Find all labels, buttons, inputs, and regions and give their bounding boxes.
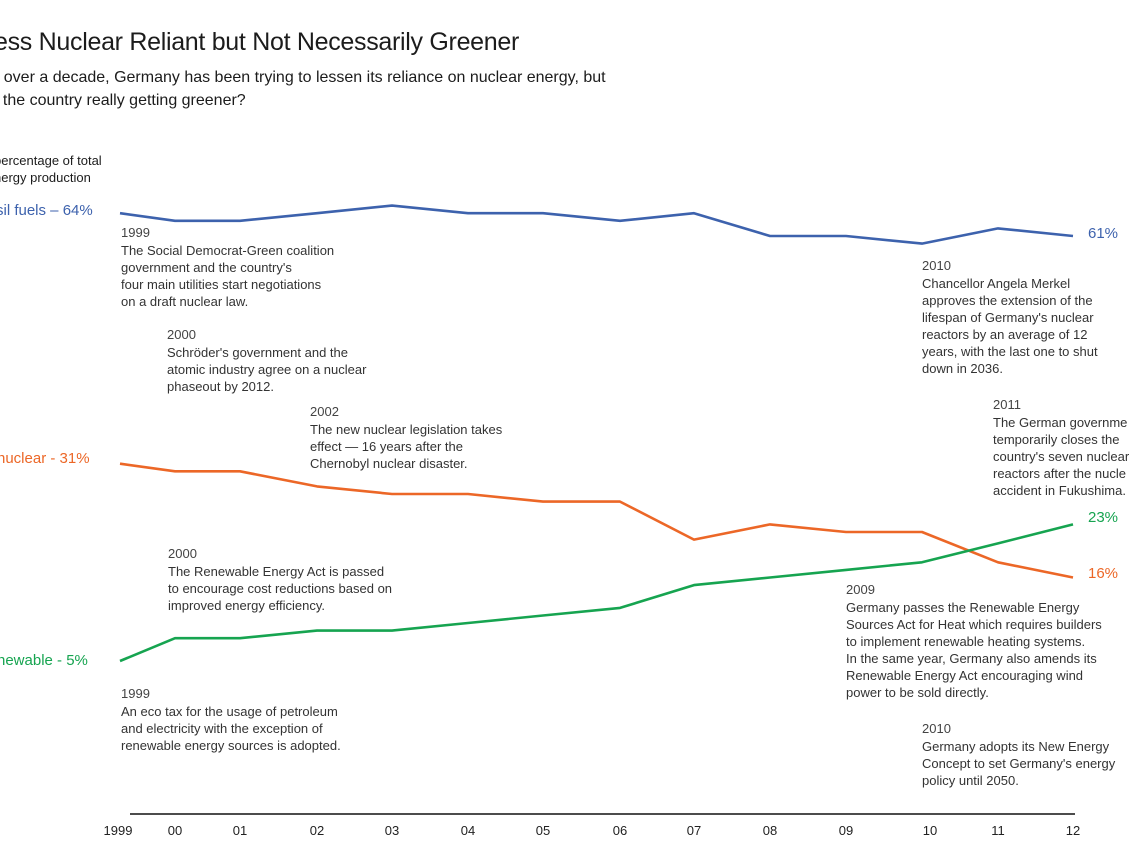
annotation-text: An eco tax for the usage of petroleum an… [121,704,341,753]
annotation-year: 2010 [922,721,951,736]
annotation-1999-eco-tax: 1999 An eco tax for the usage of petrole… [121,685,381,754]
nuclear-end-label: 16% [1088,565,1119,582]
x-tick-label: 07 [687,823,701,838]
x-tick-label: 08 [763,823,777,838]
annotation-year: 2011 [993,397,1021,412]
annotation-text: Germany passes the Renewable Energy Sour… [846,600,1102,700]
annotation-text: The Social Democrat-Green coalition gove… [121,243,335,309]
annotation-2011-fukushima: 2011 The German governme temporarily clo… [993,396,1131,499]
annotation-year: 2002 [310,404,339,419]
x-tick-label: 04 [461,823,475,838]
fossil-series-line [119,204,1074,245]
nuclear-start-label: nuclear - 31% [0,450,90,467]
x-tick-label: 1999 [104,823,133,838]
x-tick-label: 12 [1066,823,1080,838]
annotation-year: 1999 [121,686,150,701]
annotation-2000-renewable-act: 2000 The Renewable Energy Act is passed … [168,545,438,614]
annotation-2010-merkel: 2010 Chancellor Angela Merkel approves t… [922,257,1122,377]
x-tick-label: 01 [233,823,247,838]
annotation-text: The Renewable Energy Act is passed to en… [168,564,393,613]
x-tick-label: 06 [613,823,627,838]
x-tick-label: 11 [991,823,1005,838]
x-tick-label: 10 [923,823,937,838]
chart-title: ess Nuclear Reliant but Not Necessarily … [0,28,520,56]
annotation-year: 1999 [121,225,150,240]
annotation-1999-coalition: 1999 The Social Democrat-Green coalition… [121,224,381,310]
annotation-text: Schröder's government and the atomic ind… [167,345,367,394]
annotation-2002-legislation: 2002 The new nuclear legislation takes e… [310,403,560,472]
renewable-end-label: 23% [1088,509,1119,526]
annotation-2000-phaseout: 2000 Schröder's government and the atomi… [167,326,427,395]
x-tick-label: 09 [839,823,853,838]
annotation-year: 2000 [167,327,196,342]
annotation-2010-energy-concept: 2010 Germany adopts its New Energy Conce… [922,720,1127,789]
nuclear-series-line [119,462,1074,579]
annotation-year: 2010 [922,258,951,273]
x-tick-label: 02 [310,823,324,838]
annotation-text: The new nuclear legislation takes effect… [310,422,503,471]
x-tick-label: 05 [536,823,550,838]
annotation-text: The German governme temporarily closes t… [993,415,1130,498]
chart-subtitle: r over a decade, Germany has been trying… [2,69,606,109]
annotation-text: Chancellor Angela Merkel approves the ex… [922,276,1098,376]
fossil-end-label: 61% [1088,225,1119,242]
renewable-series-line [119,523,1074,663]
fossil-start-label: sil fuels – 64% [0,202,93,219]
annotation-2009-heat-act: 2009 Germany passes the Renewable Energy… [846,581,1126,701]
y-axis-label: percentage of total nergy production [0,153,102,185]
x-tick-label: 00 [168,823,182,838]
annotation-year: 2009 [846,582,875,597]
annotation-year: 2000 [168,546,197,561]
renewable-start-label: newable - 5% [0,652,88,669]
x-tick-label: 03 [385,823,399,838]
annotation-text: Germany adopts its New Energy Concept to… [922,739,1116,788]
